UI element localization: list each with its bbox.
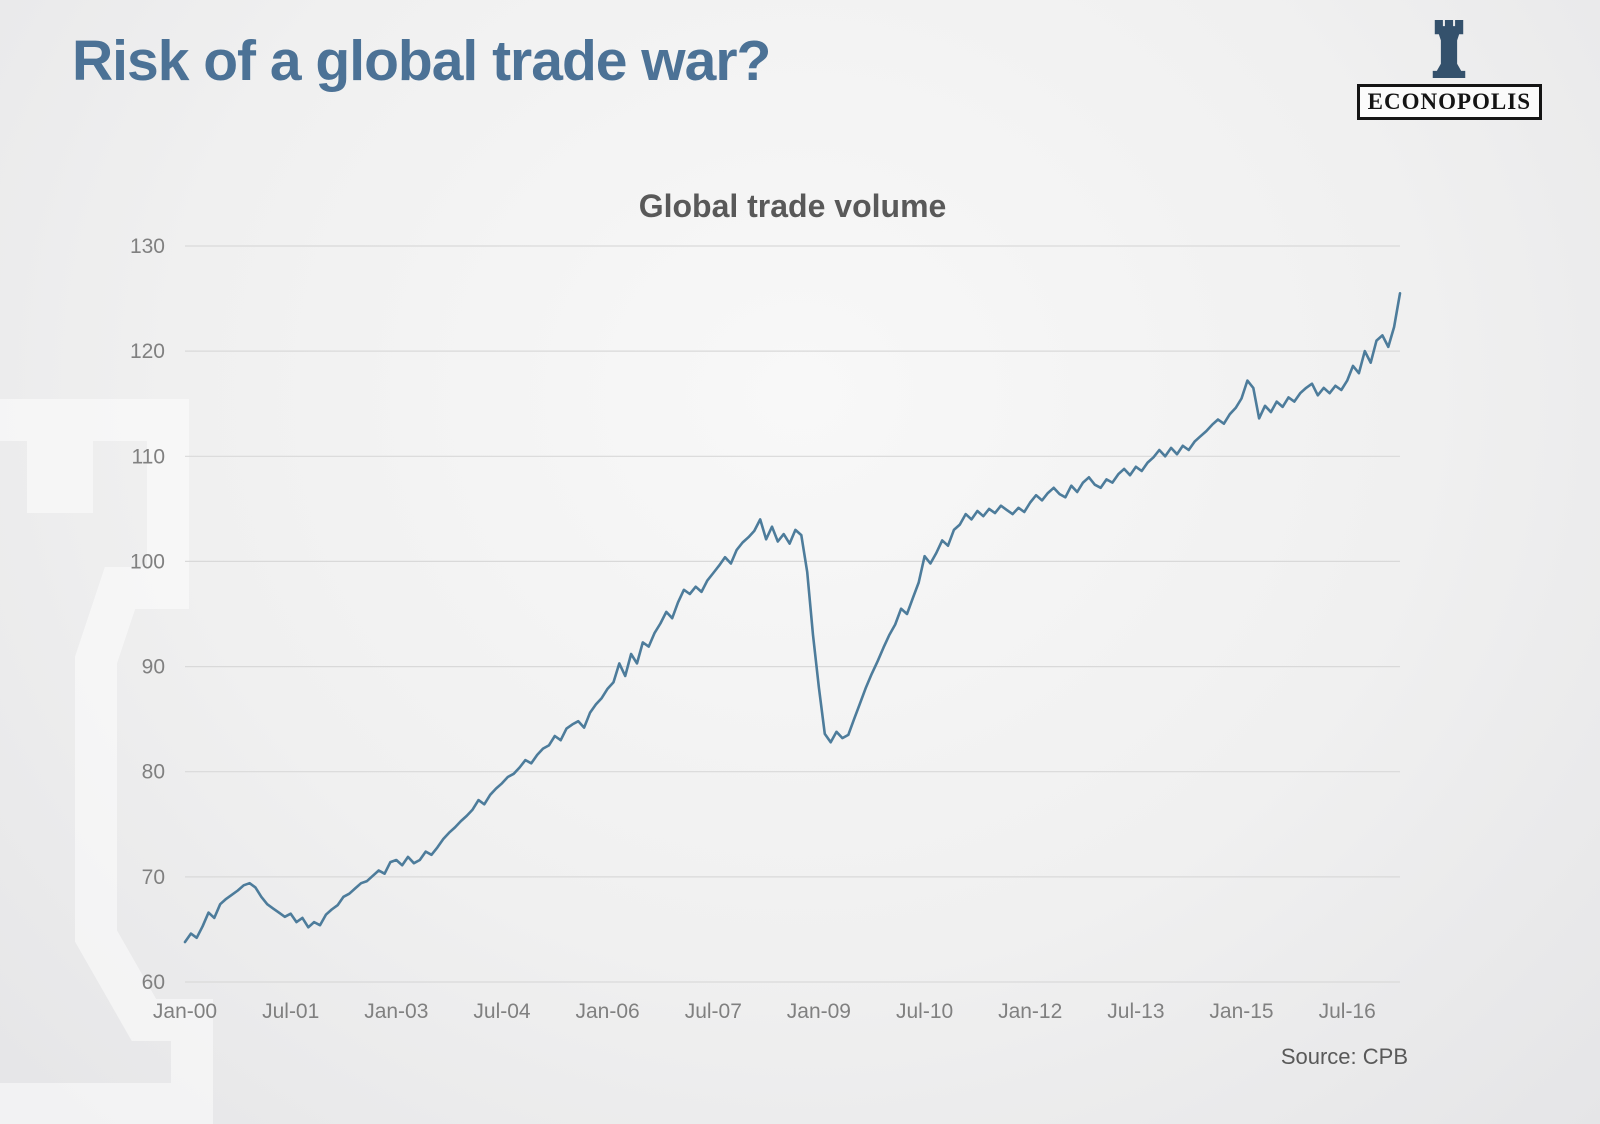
x-tick-label: Jul-07 [685,1000,742,1023]
y-tick-label: 120 [130,340,165,363]
y-tick-label: 60 [142,971,165,994]
page-title: Risk of a global trade war? [72,29,771,93]
x-tick-label: Jul-04 [473,1000,531,1023]
econopolis-wordmark: ECONOPOLIS [1356,84,1542,120]
x-tick-label: Jul-16 [1319,1000,1376,1023]
x-tick-label: Jan-00 [153,1000,217,1023]
x-tick-label: Jan-15 [1209,1000,1273,1023]
trade-volume-series [183,292,1402,944]
y-tick-label: 130 [130,235,165,258]
x-tick-label: Jan-09 [787,1000,851,1023]
y-tick-label: 70 [142,866,165,889]
x-tick-label: Jul-01 [262,1000,319,1023]
x-tick-label: Jan-03 [364,1000,428,1023]
y-tick-label: 90 [142,656,165,679]
source-label: Source: CPB [1280,1044,1408,1069]
x-tick-label: Jul-10 [896,1000,953,1023]
y-tick-label: 80 [142,761,165,784]
x-tick-label: Jan-06 [575,1000,639,1023]
trade-volume-line-chart: 60 70 80 90 100 110 120 130 Jan-00 Jul-01 Jan-03 Ju… [130,235,1402,1023]
rook-icon [1433,20,1466,78]
econopolis-logo: ECONOPOLIS [1356,16,1542,120]
x-tick-label: Jan-12 [998,1000,1062,1023]
y-tick-label: 100 [130,550,165,573]
x-tick-label: Jul-13 [1107,1000,1164,1023]
y-tick-label: 110 [132,445,165,468]
chart-title: Global trade volume [638,188,947,224]
